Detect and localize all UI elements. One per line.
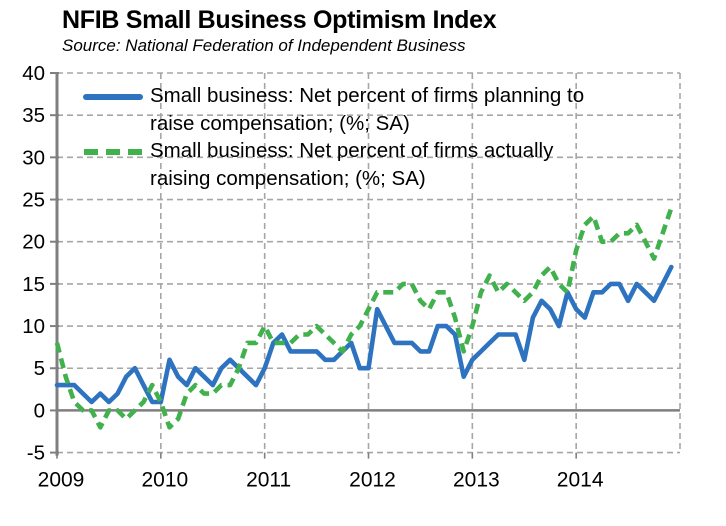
y-tick-label: 10 xyxy=(22,315,45,338)
x-tick-label: 2010 xyxy=(141,469,188,492)
chart-subtitle: Source: National Federation of Independe… xyxy=(62,36,466,55)
legend-label-planning: Small business: Net percent of firms pla… xyxy=(150,84,585,135)
legend-label-actual: Small business: Net percent of firms act… xyxy=(150,139,554,190)
series-line-actually-raising xyxy=(54,207,674,430)
y-tick-label: 40 xyxy=(22,62,45,85)
chart-title: NFIB Small Business Optimism Index xyxy=(62,6,497,34)
y-tick-label: 0 xyxy=(34,399,45,422)
y-tick-label: -5 xyxy=(27,442,45,465)
y-tick-label: 15 xyxy=(22,273,45,296)
x-tick-label: 2012 xyxy=(349,469,396,492)
y-tick-label: 20 xyxy=(22,231,45,254)
x-tick-label: 2013 xyxy=(453,469,500,492)
y-tick-label: 30 xyxy=(22,146,45,169)
y-tick-label: 25 xyxy=(22,189,45,212)
series-line-planning-to-raise xyxy=(54,264,674,405)
x-tick-label: 2009 xyxy=(38,469,85,492)
legend-line-sample-dashed-icon xyxy=(84,149,144,155)
x-tick-label: 2011 xyxy=(246,469,291,492)
legend-line-sample-solid-icon xyxy=(83,94,143,100)
y-tick-label: 5 xyxy=(34,357,45,380)
x-tick-label: 2014 xyxy=(557,469,604,492)
y-tick-label: 35 xyxy=(22,104,45,127)
